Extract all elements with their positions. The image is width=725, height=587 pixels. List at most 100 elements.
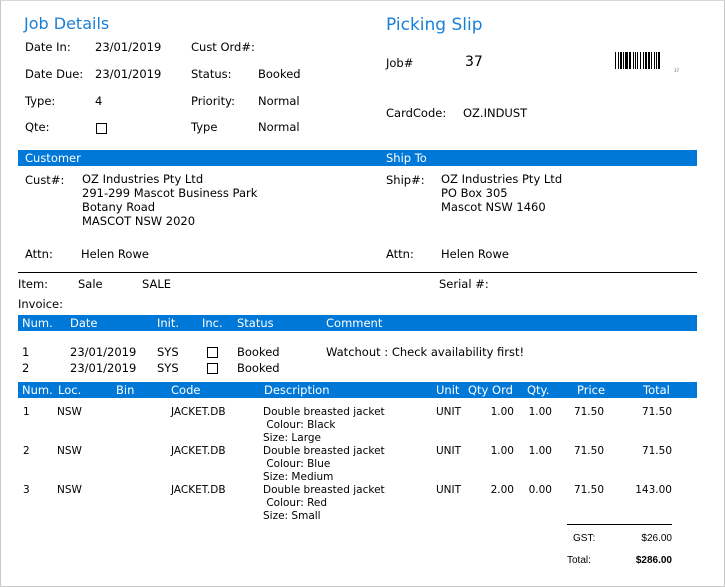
line-unit: UNIT (436, 445, 462, 457)
line-desc-colour: Colour: Black (263, 419, 336, 431)
ship-to-header: Ship To (386, 151, 427, 165)
line-desc-colour: Colour: Red (263, 497, 328, 509)
item-label: Item: (18, 277, 49, 291)
line-num: 3 (23, 484, 30, 496)
ship-address-line-2: PO Box 305 (441, 186, 508, 200)
job-details-title: Job Details (24, 14, 110, 33)
line-code: JACKET.DB (171, 445, 226, 457)
line-qty: 1.00 (528, 406, 552, 418)
customer-attn-label: Attn: (25, 247, 53, 261)
lines-col-num: Num. (22, 383, 53, 397)
ship-address-line-3: Mascot NSW 1460 (441, 200, 546, 214)
priority-value: Normal (258, 94, 300, 108)
divider (18, 272, 697, 273)
history-init: SYS (157, 345, 179, 359)
history-date: 23/01/2019 (70, 361, 137, 375)
line-desc-size: Size: Small (263, 510, 321, 522)
lines-col-loc: Loc. (58, 383, 82, 397)
history-col-num: Num. (22, 316, 53, 330)
history-inc-checkbox[interactable] (207, 363, 218, 374)
lines-col-total: Total (643, 383, 670, 397)
total-value: $286.00 (635, 555, 672, 566)
customer-address-line-3: Botany Road (82, 200, 156, 214)
history-date: 23/01/2019 (70, 345, 137, 359)
gst-value: $26.00 (641, 533, 672, 544)
status-label: Status: (191, 67, 232, 81)
barcode-text: 37 (674, 68, 680, 73)
history-col-inc: Inc. (202, 316, 223, 330)
lines-col-description: Description (264, 383, 330, 397)
history-col-init: Init. (157, 316, 180, 330)
picking-slip-title: Picking Slip (386, 15, 483, 35)
line-desc: Double breasted jacket (263, 445, 385, 457)
customer-address-line-2: 291-299 Mascot Business Park (82, 186, 258, 200)
lines-col-bin: Bin (116, 383, 135, 397)
lines-col-unit: Unit (436, 383, 460, 397)
type-value: 4 (95, 94, 103, 108)
line-qty: 0.00 (528, 484, 552, 496)
item-code: SALE (142, 277, 172, 291)
line-desc-size: Size: Medium (263, 471, 334, 483)
qte-checkbox[interactable] (96, 123, 107, 134)
ship-label: Ship#: (386, 173, 425, 187)
line-total: 71.50 (641, 406, 672, 418)
line-qty-ord: 1.00 (490, 406, 514, 418)
line-total: 71.50 (641, 445, 672, 457)
ship-address-line-1: OZ Industries Pty Ltd (441, 172, 563, 186)
status-value: Booked (258, 67, 301, 81)
history-init: SYS (157, 361, 179, 375)
history-status: Booked (237, 345, 280, 359)
date-in-label: Date In: (25, 40, 71, 54)
date-due-label: Date Due: (25, 67, 84, 81)
cardcode-value: OZ.INDUST (463, 106, 528, 120)
job-number-label: Job# (386, 56, 414, 70)
customer-address-line-1: OZ Industries Pty Ltd (82, 172, 204, 186)
customer-address-line-4: MASCOT NSW 2020 (82, 214, 196, 228)
address-header-bar: Customer Ship To (18, 150, 697, 166)
history-num: 1 (22, 345, 30, 359)
line-loc: NSW (57, 445, 82, 457)
line-qty-ord: 2.00 (490, 484, 514, 496)
item-type: Sale (78, 277, 103, 291)
history-num: 2 (22, 361, 30, 375)
customer-header: Customer (25, 151, 81, 165)
line-price: 71.50 (573, 484, 604, 496)
history-col-comment: Comment (326, 316, 383, 330)
line-desc-colour: Colour: Blue (263, 458, 331, 470)
lines-col-qty: Qty. (527, 383, 550, 397)
invoice-label: Invoice: (18, 297, 63, 311)
lines-col-qty-ord: Qty Ord (468, 383, 513, 397)
history-inc-checkbox[interactable] (207, 347, 218, 358)
line-desc-size: Size: Large (263, 432, 321, 444)
customer-attn-value: Helen Rowe (81, 247, 149, 261)
lines-col-code: Code (171, 383, 201, 397)
lines-col-price: Price (577, 383, 606, 397)
cust-label: Cust#: (25, 173, 65, 187)
line-price: 71.50 (573, 406, 604, 418)
qte-label: Qte: (25, 120, 50, 134)
type-label: Type: (25, 94, 56, 108)
date-due-value: 23/01/2019 (95, 67, 162, 81)
job-number-value: 37 (465, 54, 483, 70)
cust-ord-label: Cust Ord#: (191, 40, 255, 54)
line-num: 2 (23, 445, 30, 457)
line-code: JACKET.DB (171, 406, 226, 418)
ship-attn-value: Helen Rowe (441, 247, 509, 261)
lines-header-bar: Num. Loc. Bin Code Description Unit Qty … (18, 382, 697, 398)
line-num: 1 (23, 406, 30, 418)
type2-value: Normal (258, 120, 300, 134)
cardcode-label: CardCode: (386, 106, 447, 120)
totals-divider (567, 524, 672, 525)
total-label: Total: (567, 555, 591, 566)
serial-label: Serial #: (439, 277, 489, 291)
line-total: 143.00 (635, 484, 672, 496)
line-loc: NSW (57, 484, 82, 496)
priority-label: Priority: (191, 94, 235, 108)
line-qty-ord: 1.00 (490, 445, 514, 457)
history-header-bar: Num. Date Init. Inc. Status Comment (18, 315, 697, 331)
line-code: JACKET.DB (171, 484, 226, 496)
history-col-status: Status (237, 316, 274, 330)
type2-label: Type (191, 120, 218, 134)
line-unit: UNIT (436, 484, 462, 496)
